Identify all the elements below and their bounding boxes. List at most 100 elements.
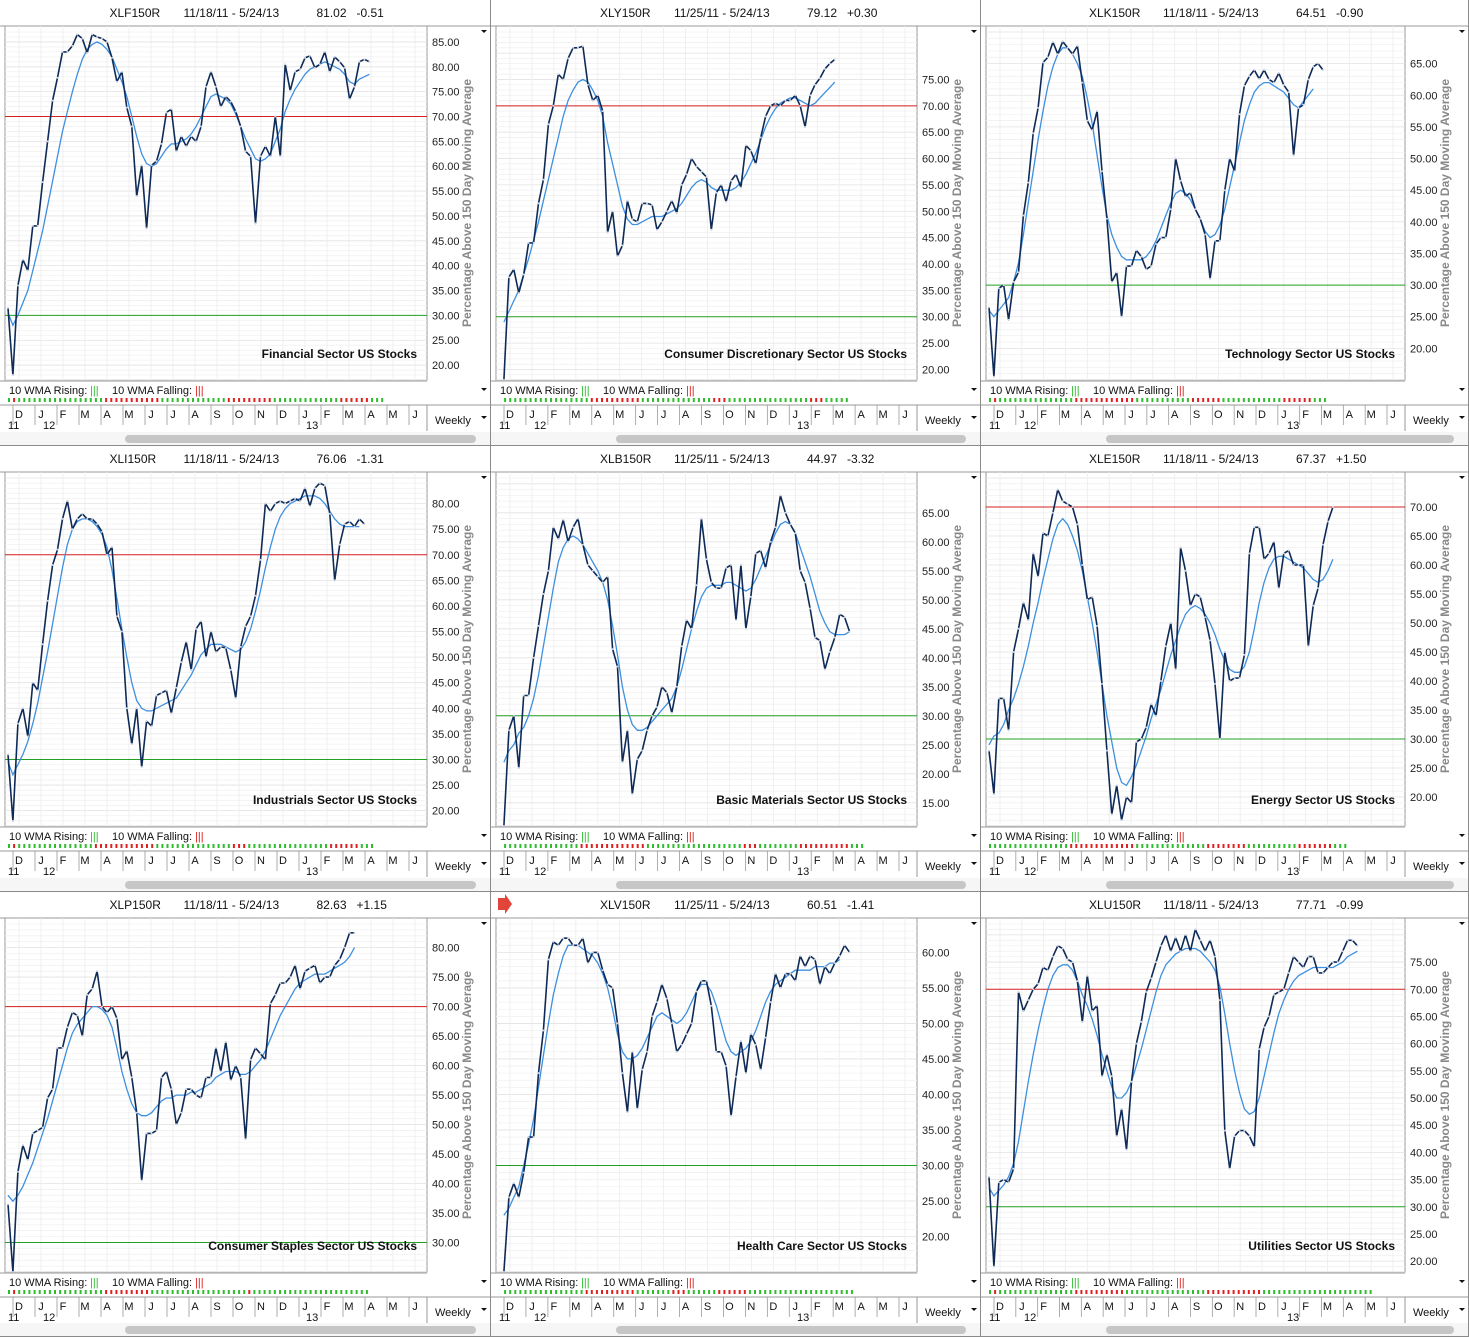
scrollbar-thumb[interactable] <box>125 881 476 889</box>
scrollbar-thumb[interactable] <box>125 435 476 443</box>
scrollbar-thumb[interactable] <box>1106 1326 1454 1334</box>
sector-title: Technology Sector US Stocks <box>1225 347 1395 361</box>
axis-caret-icon[interactable] <box>971 834 977 837</box>
wma-direction-dot <box>64 398 67 402</box>
menu-caret-icon[interactable] <box>481 922 487 925</box>
x-month-label: A <box>1346 855 1354 867</box>
wma-direction-dot <box>186 1290 189 1294</box>
period-caret-icon[interactable] <box>481 862 487 865</box>
scrollbar-thumb[interactable] <box>616 881 966 889</box>
period-select[interactable]: Weekly <box>1413 1307 1449 1319</box>
period-select[interactable]: Weekly <box>925 415 961 427</box>
chart-panel-xlv150r: XLV150R 11/25/11 - 5/24/13 60.51 -1.41 20.00… <box>491 892 981 1337</box>
wma-rising-marks: ||| <box>581 831 590 843</box>
wma-direction-dot <box>84 398 87 402</box>
axis-caret-icon[interactable] <box>971 1280 977 1283</box>
period-select[interactable]: Weekly <box>1413 861 1449 873</box>
data-point <box>106 40 108 43</box>
axis-caret-icon[interactable] <box>1459 388 1465 391</box>
period-caret-icon[interactable] <box>1459 416 1465 419</box>
axis-caret-icon[interactable] <box>1459 834 1465 837</box>
wma-direction-dot <box>550 1290 552 1294</box>
period-select[interactable]: Weekly <box>925 861 961 873</box>
data-point <box>532 1136 535 1139</box>
axis-caret-icon[interactable] <box>481 834 487 837</box>
x-month-label: A <box>857 1301 865 1313</box>
x-month-label: N <box>747 1301 755 1313</box>
chart-svg: XLF150R 11/18/11 - 5/24/13 81.02 -0.5120.00… <box>0 6 490 445</box>
menu-caret-icon[interactable] <box>1459 922 1465 925</box>
y-tick-label: 30.00 <box>1410 734 1438 746</box>
scrollbar-thumb[interactable] <box>616 1326 966 1334</box>
data-point <box>249 615 252 618</box>
period-caret-icon[interactable] <box>971 416 977 419</box>
data-point <box>1297 961 1300 964</box>
wma-direction-dot <box>1151 1290 1154 1294</box>
menu-caret-icon[interactable] <box>1459 476 1465 479</box>
x-month-label: A <box>594 855 602 867</box>
data-point <box>537 202 540 205</box>
data-point <box>665 210 668 213</box>
data-point <box>547 958 550 961</box>
data-point <box>145 1132 148 1135</box>
menu-caret-icon[interactable] <box>971 922 977 925</box>
scrollbar-thumb[interactable] <box>1106 881 1454 889</box>
wma-direction-dot <box>110 1290 113 1294</box>
wma-direction-dot <box>682 844 685 848</box>
period-select[interactable]: Weekly <box>925 1307 961 1319</box>
data-point <box>1258 526 1261 529</box>
period-select[interactable]: Weekly <box>435 415 471 427</box>
menu-caret-icon[interactable] <box>481 476 487 479</box>
period-caret-icon[interactable] <box>971 1308 977 1311</box>
data-point <box>735 1075 737 1078</box>
data-point <box>1356 944 1359 947</box>
wma-direction-dot <box>1227 398 1230 402</box>
wma-direction-dot <box>325 398 327 402</box>
wma-direction-dot <box>810 1290 813 1294</box>
period-caret-icon[interactable] <box>1459 862 1465 865</box>
scrollbar-thumb[interactable] <box>125 1326 476 1334</box>
axis-caret-icon[interactable] <box>481 388 487 391</box>
data-point <box>656 1001 658 1004</box>
wma-direction-dot <box>64 1290 67 1294</box>
y-tick-label: 20.00 <box>922 769 950 781</box>
scrollbar-thumb[interactable] <box>616 435 966 443</box>
data-point <box>31 224 34 227</box>
menu-caret-icon[interactable] <box>481 30 487 33</box>
data-point <box>200 125 203 128</box>
data-point <box>11 819 14 822</box>
x-month-label: F <box>324 855 331 867</box>
data-point <box>828 62 831 65</box>
menu-caret-icon[interactable] <box>971 30 977 33</box>
symbol-label: XLE150R <box>1089 452 1141 466</box>
data-point <box>1115 271 1118 274</box>
period-caret-icon[interactable] <box>1459 1308 1465 1311</box>
alert-arrow-icon[interactable] <box>498 894 512 914</box>
data-point <box>145 227 148 230</box>
period-caret-icon[interactable] <box>971 862 977 865</box>
wma-direction-dot <box>519 398 522 402</box>
data-point <box>160 142 163 145</box>
data-point <box>616 1022 619 1025</box>
period-select[interactable]: Weekly <box>1413 415 1449 427</box>
scrollbar-thumb[interactable] <box>1106 435 1454 443</box>
y-tick-label: 70.00 <box>432 1002 460 1014</box>
y-tick-label: 40.00 <box>922 653 950 665</box>
data-point <box>155 160 158 163</box>
period-select[interactable]: Weekly <box>435 861 471 873</box>
menu-caret-icon[interactable] <box>971 476 977 479</box>
y-tick-label: 35.00 <box>922 682 950 694</box>
x-month-label: S <box>213 409 220 421</box>
period-select[interactable]: Weekly <box>435 1307 471 1319</box>
period-caret-icon[interactable] <box>481 416 487 419</box>
x-month-label: S <box>1193 1301 1200 1313</box>
axis-caret-icon[interactable] <box>971 388 977 391</box>
data-point <box>323 50 326 53</box>
axis-caret-icon[interactable] <box>481 1280 487 1283</box>
data-point <box>46 140 49 143</box>
menu-caret-icon[interactable] <box>1459 30 1465 33</box>
axis-caret-icon[interactable] <box>1459 1280 1465 1283</box>
y-tick-label: 50.00 <box>1410 1093 1438 1105</box>
y-tick-label: 50.00 <box>1410 618 1438 630</box>
period-caret-icon[interactable] <box>481 1308 487 1311</box>
